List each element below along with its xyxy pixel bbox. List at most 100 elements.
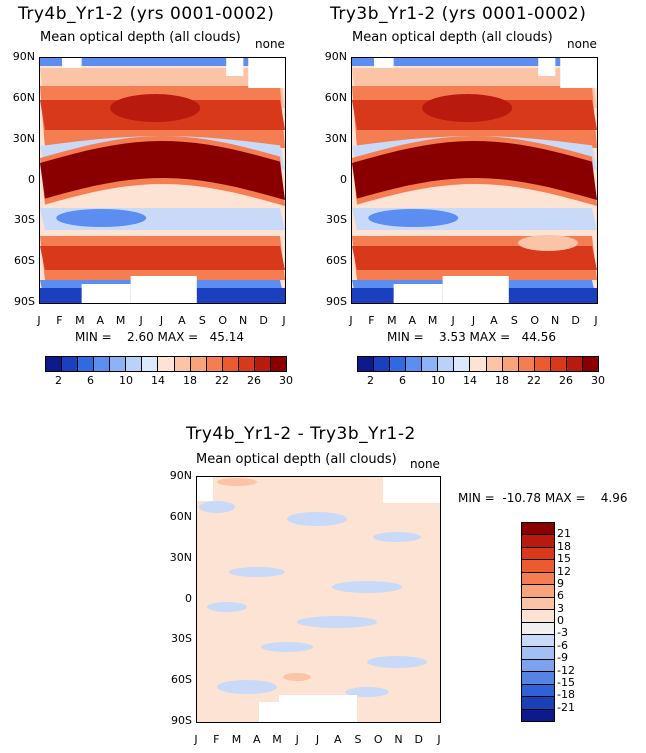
panel1-xtick: J bbox=[139, 314, 143, 327]
colorbar-label: -9 bbox=[557, 651, 568, 665]
colorbar-swatch bbox=[522, 709, 554, 721]
colorbar-label: 6 bbox=[557, 589, 564, 603]
panel3-xtick: M bbox=[272, 733, 282, 746]
colorbar-swatch bbox=[422, 357, 439, 371]
panel3-title: Try4b_Yr1-2 - Try3b_Yr1-2 bbox=[186, 424, 416, 444]
colorbar-label: 9 bbox=[557, 576, 564, 590]
colorbar-swatch bbox=[46, 357, 63, 371]
missing-nh-3 bbox=[560, 58, 597, 88]
panel2-colorbar bbox=[357, 356, 599, 372]
colorbar-label: -21 bbox=[557, 700, 575, 714]
panel3-colorbar bbox=[521, 522, 555, 722]
panel1-xtick: D bbox=[259, 314, 268, 327]
colorbar-swatch bbox=[522, 572, 554, 586]
panel1-xtick: A bbox=[178, 314, 186, 327]
nh-polar-edge bbox=[352, 58, 597, 66]
sh-subtropic-min bbox=[368, 209, 459, 227]
panel3-xtick: J bbox=[194, 733, 198, 746]
panel1-subtitle: Mean optical depth (all clouds) bbox=[40, 30, 241, 45]
colorbar-swatch bbox=[358, 357, 375, 371]
panel3-xtick: S bbox=[354, 733, 362, 746]
panel2-minmax: MIN = 3.53 MAX = 44.56 bbox=[387, 330, 556, 344]
panel1-ytick: 0 bbox=[28, 172, 35, 186]
panel1-ytick: 30N bbox=[12, 131, 35, 145]
missing-nh-3 bbox=[248, 58, 285, 88]
colorbar-label: 3 bbox=[557, 601, 564, 615]
panel3-corner-label: none bbox=[410, 457, 440, 471]
panel3-xtick: A bbox=[333, 733, 342, 746]
panel2-subtitle: Mean optical depth (all clouds) bbox=[352, 30, 553, 45]
panel3-xtick: J bbox=[437, 733, 441, 746]
panel2-xtick: N bbox=[551, 314, 560, 327]
colorbar-label: -15 bbox=[557, 675, 575, 689]
colorbar-swatch bbox=[522, 610, 554, 623]
diff-negative-cell bbox=[229, 567, 285, 577]
colorbar-label: 21 bbox=[557, 527, 571, 541]
diff-negative-cell bbox=[345, 687, 389, 697]
missing-nh-1 bbox=[197, 477, 213, 501]
diff-negative-cell bbox=[261, 642, 313, 652]
colorbar-label: 30 bbox=[591, 374, 605, 387]
diff-negative-cell bbox=[207, 602, 247, 612]
colorbar-label: -12 bbox=[557, 663, 575, 677]
colorbar-swatch bbox=[534, 357, 551, 371]
panel2-xtick: O bbox=[530, 314, 540, 327]
colorbar-swatch bbox=[406, 357, 423, 371]
missing-sh-1 bbox=[81, 284, 131, 303]
colorbar-swatch bbox=[174, 357, 191, 371]
colorbar-swatch bbox=[374, 357, 391, 371]
colorbar-label: 22 bbox=[527, 374, 541, 387]
colorbar-label: 22 bbox=[215, 374, 229, 387]
panel1-xtick: J bbox=[37, 314, 41, 327]
panel1-xtick: N bbox=[239, 314, 248, 327]
panel1-ytick: 30S bbox=[14, 213, 35, 227]
colorbar-swatch bbox=[390, 357, 407, 371]
colorbar-swatch bbox=[190, 357, 207, 371]
colorbar-label: 26 bbox=[247, 374, 261, 387]
missing-nh-1 bbox=[374, 58, 394, 68]
sh-midlat-core bbox=[40, 246, 285, 270]
panel1-ytick: 90N bbox=[12, 50, 35, 63]
diff-negative-cell bbox=[217, 680, 277, 694]
panel2-ytick: 90S bbox=[326, 295, 347, 308]
panel3-field bbox=[197, 477, 440, 722]
colorbar-swatch bbox=[522, 547, 554, 561]
colorbar-label: 18 bbox=[495, 374, 509, 387]
panel3-xtick: N bbox=[394, 733, 403, 746]
panel1-xtick: M bbox=[115, 314, 126, 327]
colorbar-label: 6 bbox=[399, 374, 406, 387]
panel3-ytick: 90N bbox=[169, 469, 192, 482]
panel1-ytick: 60N bbox=[12, 90, 35, 104]
missing-nh-2 bbox=[383, 477, 440, 503]
panel2-ytick: 30N bbox=[324, 131, 347, 145]
panel1-ytick: 60S bbox=[14, 254, 35, 268]
missing-sh-2 bbox=[130, 276, 197, 303]
panel2-corner-label: none bbox=[567, 37, 597, 51]
nh-max-cell bbox=[110, 94, 201, 122]
colorbar-label: 10 bbox=[119, 374, 133, 387]
nh-polar-edge bbox=[40, 58, 285, 66]
panel3-minmax: MIN = -10.78 MAX = 4.96 bbox=[458, 491, 628, 505]
colorbar-label: 2 bbox=[55, 374, 62, 387]
panel3-xtick: F bbox=[213, 733, 220, 746]
nh-max-cell bbox=[422, 94, 513, 122]
panel1-minmax: MIN = 2.60 MAX = 45.14 bbox=[75, 330, 244, 344]
missing-sh-2 bbox=[442, 276, 509, 303]
colorbar-label: 6 bbox=[87, 374, 94, 387]
panel1-colorbar bbox=[45, 356, 287, 372]
colorbar-swatch bbox=[522, 697, 554, 710]
colorbar-swatch bbox=[522, 659, 554, 673]
colorbar-swatch bbox=[110, 357, 127, 371]
colorbar-label: 18 bbox=[183, 374, 197, 387]
colorbar-swatch bbox=[222, 357, 239, 371]
panel2-title: Try3b_Yr1-2 (yrs 0001-0002) bbox=[330, 4, 587, 24]
diff-negative-cell bbox=[373, 532, 421, 542]
colorbar-label: 14 bbox=[463, 374, 477, 387]
panel3-xtick: M bbox=[231, 733, 242, 746]
panel3-xtick: J bbox=[315, 733, 320, 746]
panel2-xtick: J bbox=[349, 314, 353, 327]
panel3-xtick: D bbox=[414, 733, 423, 746]
panel3-ytick: 0 bbox=[185, 591, 192, 605]
panel3-xtick: O bbox=[373, 733, 383, 746]
panel3-xtick: J bbox=[295, 733, 299, 746]
